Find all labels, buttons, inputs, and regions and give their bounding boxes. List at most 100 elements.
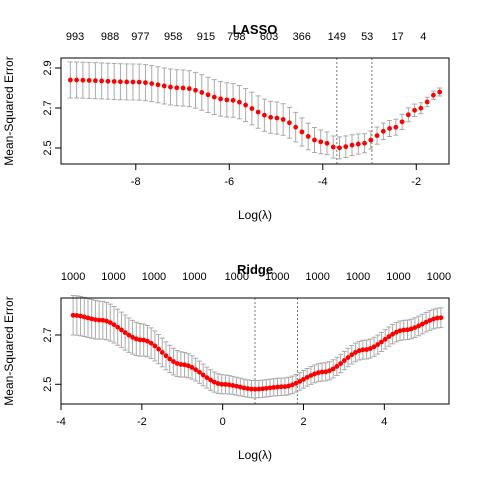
lasso-point (136, 79, 142, 85)
lasso-top-label: 366 (293, 31, 311, 43)
ridge-point (167, 356, 173, 362)
ridge-top-label: 1000 (265, 271, 289, 283)
ridge-point (327, 368, 332, 374)
lasso-point (305, 134, 311, 139)
lasso-top-label: 17 (391, 31, 403, 43)
ridge-top-label: 1000 (427, 271, 451, 283)
ridge-x-tick-label: 0 (220, 416, 226, 428)
ridge-point (78, 313, 83, 319)
ridge-point (408, 326, 414, 332)
lasso-point (211, 94, 217, 100)
lasso-plot-frame (60, 57, 450, 165)
ridge-point (416, 323, 422, 329)
lasso-point (318, 139, 324, 145)
ridge-point (126, 332, 132, 338)
lasso-point (330, 144, 336, 150)
ridge-point (226, 382, 232, 388)
ridge-point (215, 381, 221, 386)
ridge-top-label: 1000 (61, 271, 85, 283)
lasso-top-label: 53 (361, 31, 373, 43)
ridge-point (353, 349, 358, 355)
ridge-point (390, 331, 396, 337)
lasso-point (274, 115, 280, 121)
lasso-top-label: 977 (131, 31, 149, 43)
ridge-point (367, 346, 373, 351)
ridge-point (249, 386, 254, 392)
lasso-point (224, 97, 230, 103)
ridge-point (145, 338, 150, 344)
lasso-x-tick-label: -8 (131, 176, 141, 188)
ridge-point (286, 383, 291, 389)
ridge-x-tick-label: -2 (137, 416, 147, 428)
lasso-x-axis: -8 -6 -4 -2 (131, 163, 421, 188)
ridge-point (223, 381, 228, 387)
ridge-point (141, 337, 147, 343)
ridge-point (241, 385, 247, 391)
lasso-point (99, 78, 105, 84)
lasso-point (199, 90, 205, 95)
lasso-point (399, 119, 405, 125)
lasso-point (418, 105, 424, 111)
lasso-point (255, 109, 261, 115)
ridge-point (100, 317, 106, 323)
ridge-point (252, 386, 258, 392)
ridge-point (152, 343, 158, 349)
ridge-point (312, 371, 318, 377)
lasso-point (230, 97, 236, 103)
ridge-panel: Ridge -4 -2 0 2 4 2.52.7 1000 1000 1000 1000 100… (2, 262, 451, 462)
ridge-point (278, 384, 284, 390)
ridge-point (260, 386, 265, 392)
ridge-point (293, 380, 299, 386)
lasso-point (118, 79, 123, 85)
ridge-point (371, 344, 377, 350)
ridge-point (115, 324, 121, 330)
ridge-top-axis: 1000 1000 1000 1000 1000 1000 1000 1000 1000 1000 (61, 271, 451, 283)
lasso-point (80, 77, 86, 83)
ridge-point (137, 337, 143, 343)
ridge-top-label: 1000 (305, 271, 329, 283)
lasso-point (92, 78, 98, 84)
lasso-point (130, 79, 136, 85)
lasso-point (261, 112, 267, 118)
ridge-point (234, 383, 239, 389)
ridge-point (159, 350, 165, 355)
ridge-point (156, 346, 161, 352)
ridge-point (230, 383, 236, 388)
ridge-error-bars (70, 295, 444, 399)
ridge-x-axis-title: Log(λ) (238, 448, 272, 462)
lasso-point (430, 92, 436, 98)
lasso-point (293, 124, 299, 130)
ridge-point (163, 353, 169, 359)
lasso-point (174, 85, 180, 91)
ridge-point (431, 316, 436, 322)
ridge-point (323, 369, 329, 375)
ridge-point (282, 384, 288, 390)
ridge-point (360, 347, 366, 353)
lasso-point (355, 141, 361, 147)
ridge-point (338, 361, 344, 366)
lasso-point (268, 114, 274, 120)
ridge-point (148, 340, 154, 346)
lasso-title: LASSO (233, 22, 278, 37)
lasso-point (412, 107, 418, 113)
ridge-point (122, 330, 128, 335)
ridge-point (289, 382, 295, 388)
ridge-x-tick-label: 4 (381, 416, 387, 428)
ridge-point (434, 315, 440, 321)
ridge-point (237, 384, 243, 390)
ridge-point (356, 348, 362, 354)
lasso-y-tick-label: 2.9 (42, 60, 54, 75)
lasso-point (86, 77, 92, 83)
lasso-point (368, 137, 374, 143)
ridge-point (267, 385, 273, 391)
ridge-y-axis-title: Mean-Squared Error (2, 296, 16, 405)
lasso-point (161, 83, 167, 89)
ridge-top-label: 1000 (182, 271, 206, 283)
lasso-point (437, 89, 443, 95)
lasso-point (387, 126, 392, 131)
ridge-point (107, 320, 113, 326)
lasso-point (324, 140, 330, 146)
ridge-y-tick-label: 2.5 (42, 377, 54, 392)
ridge-point (427, 318, 433, 323)
lasso-x-tick-label: -2 (411, 176, 421, 188)
